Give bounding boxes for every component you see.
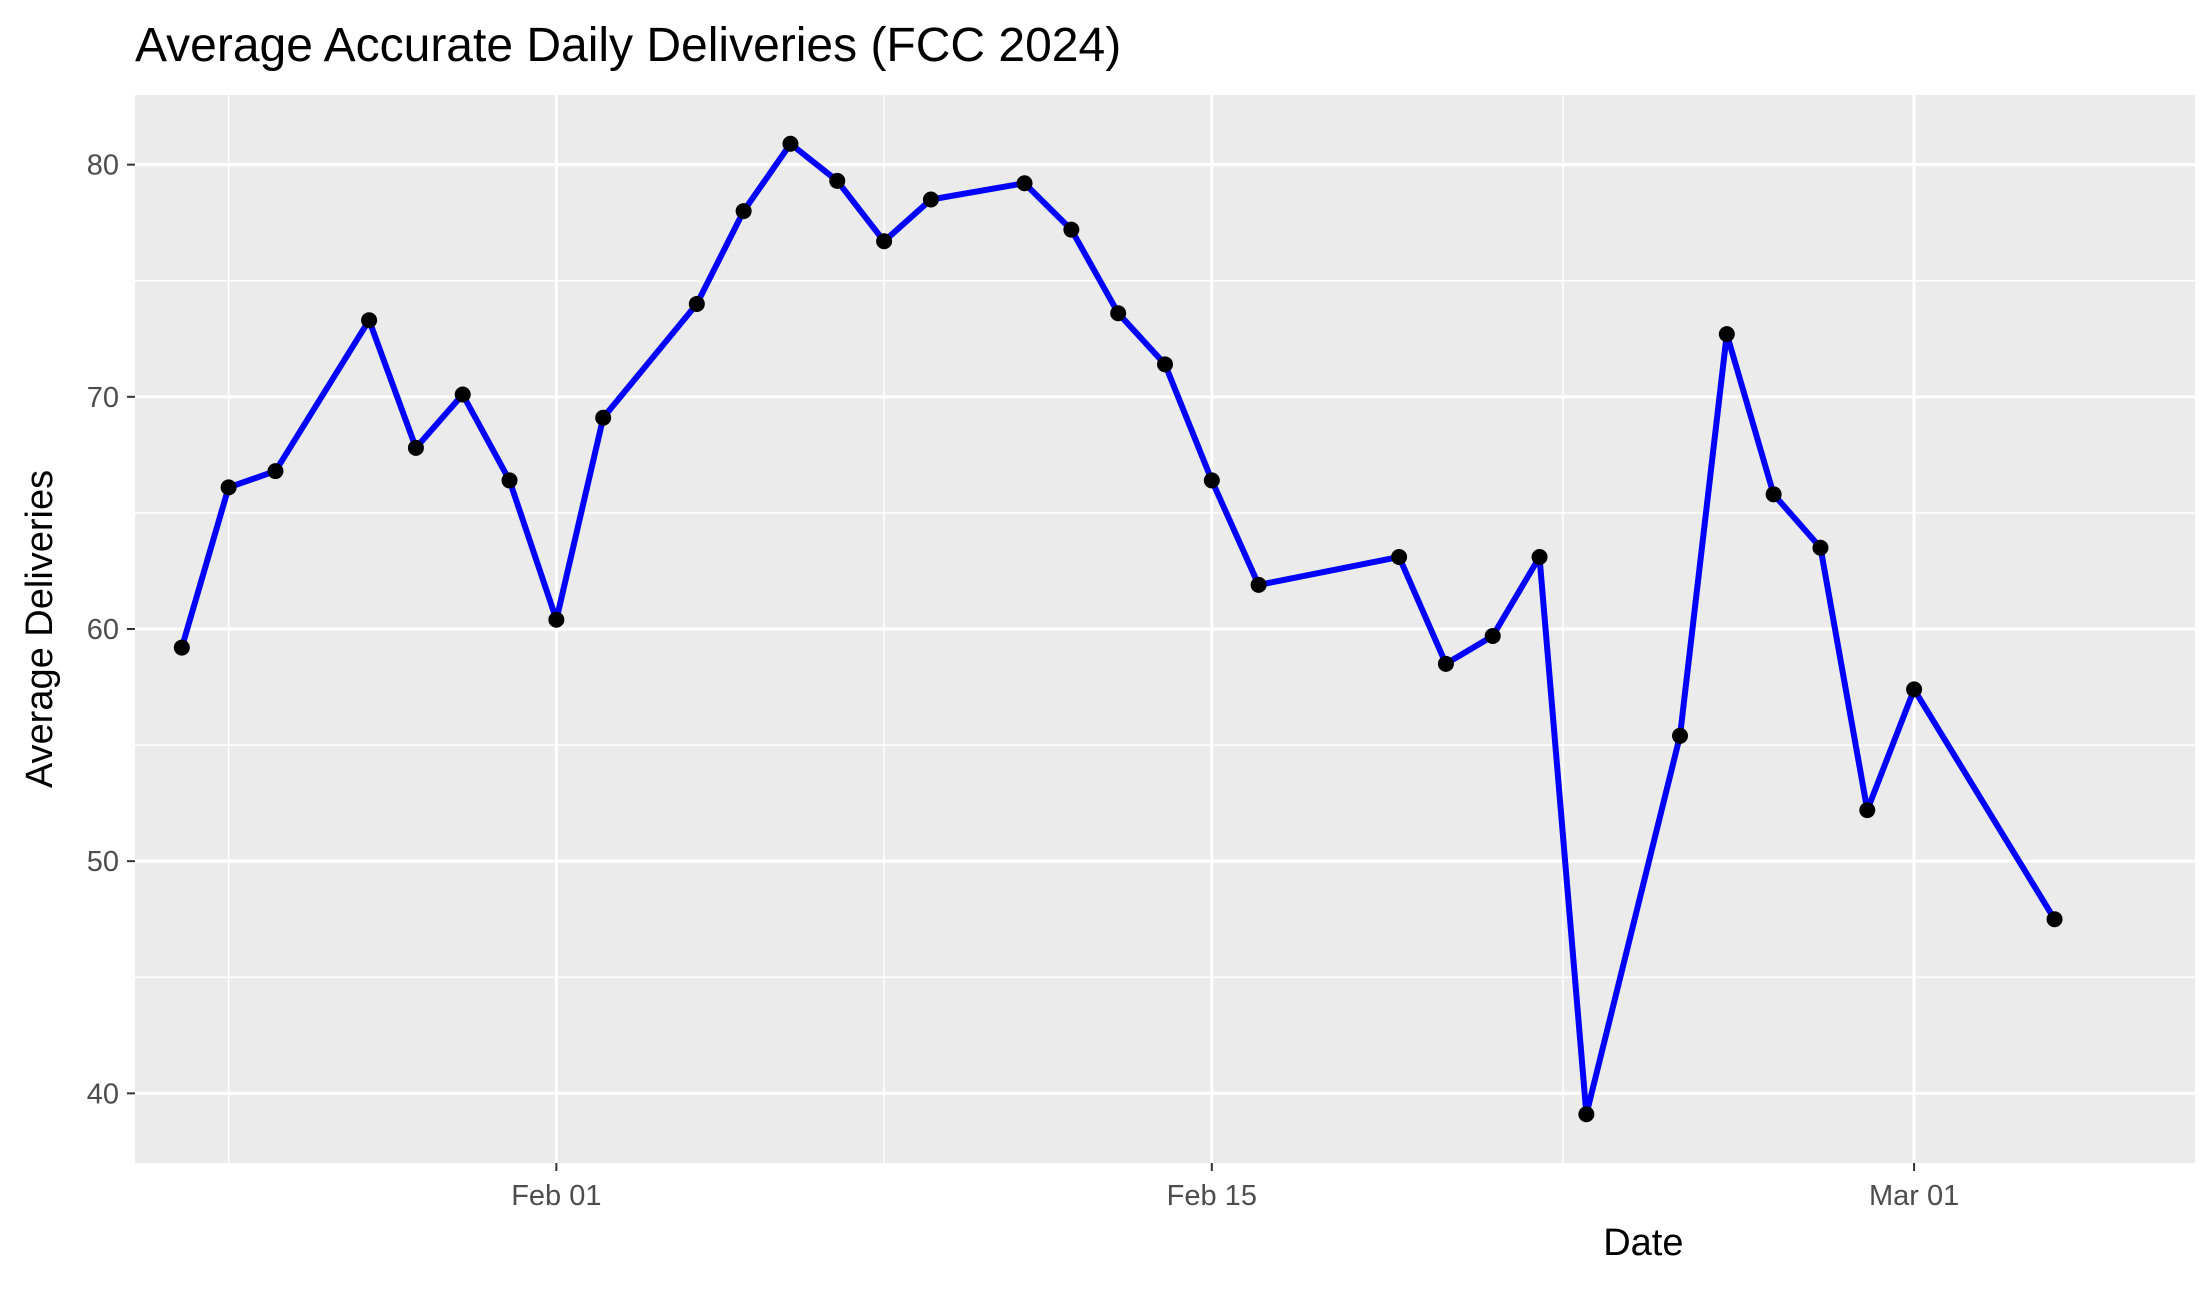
data-point xyxy=(267,463,284,480)
y-axis-ticks: 40 50 60 70 80 xyxy=(87,150,135,1110)
data-point xyxy=(688,295,705,312)
data-point xyxy=(782,135,799,152)
data-point xyxy=(2046,911,2063,928)
data-point xyxy=(1812,539,1829,556)
data-point xyxy=(407,439,424,456)
x-axis-ticks: Feb 01 Feb 15 Mar 01 xyxy=(511,1163,1959,1212)
data-point xyxy=(173,639,190,656)
y-tick-label: 60 xyxy=(87,614,119,646)
data-points xyxy=(173,135,2063,1123)
data-point xyxy=(220,479,237,496)
data-point xyxy=(1391,549,1408,566)
data-point xyxy=(454,386,471,403)
chart-title: Average Accurate Daily Deliveries (FCC 2… xyxy=(135,19,1122,72)
x-tick-label: Feb 01 xyxy=(511,1180,601,1212)
x-tick-label: Feb 15 xyxy=(1167,1180,1257,1212)
data-point xyxy=(1250,576,1267,593)
data-point xyxy=(1110,305,1127,322)
data-point xyxy=(1859,802,1876,819)
data-point xyxy=(1484,627,1501,644)
data-point xyxy=(922,191,939,208)
major-gridlines xyxy=(135,95,2195,1163)
y-tick-label: 40 xyxy=(87,1078,119,1110)
y-axis-title: Average Deliveries xyxy=(19,470,61,788)
data-point xyxy=(501,472,518,489)
data-point xyxy=(829,172,846,189)
x-axis-title-wrap: Date xyxy=(0,1222,2207,1265)
data-point xyxy=(1672,727,1688,744)
x-tick-label: Mar 01 xyxy=(1869,1180,1959,1212)
data-point xyxy=(1906,681,1923,698)
data-point xyxy=(735,203,752,220)
data-point xyxy=(1203,472,1220,489)
y-tick-label: 50 xyxy=(87,846,119,878)
data-point xyxy=(1437,655,1454,672)
data-point xyxy=(1016,175,1033,192)
data-point xyxy=(1157,356,1173,373)
y-tick-label: 80 xyxy=(87,150,119,182)
data-point xyxy=(595,409,612,426)
data-point xyxy=(361,312,378,329)
data-point xyxy=(1063,221,1080,238)
data-point xyxy=(548,611,565,628)
data-point xyxy=(1718,326,1735,343)
data-point xyxy=(876,233,893,250)
x-axis-title: Date xyxy=(1603,1222,1684,1264)
y-tick-label: 70 xyxy=(87,382,119,414)
data-point xyxy=(1578,1106,1595,1123)
data-point xyxy=(1765,486,1782,503)
data-point xyxy=(1531,549,1548,566)
